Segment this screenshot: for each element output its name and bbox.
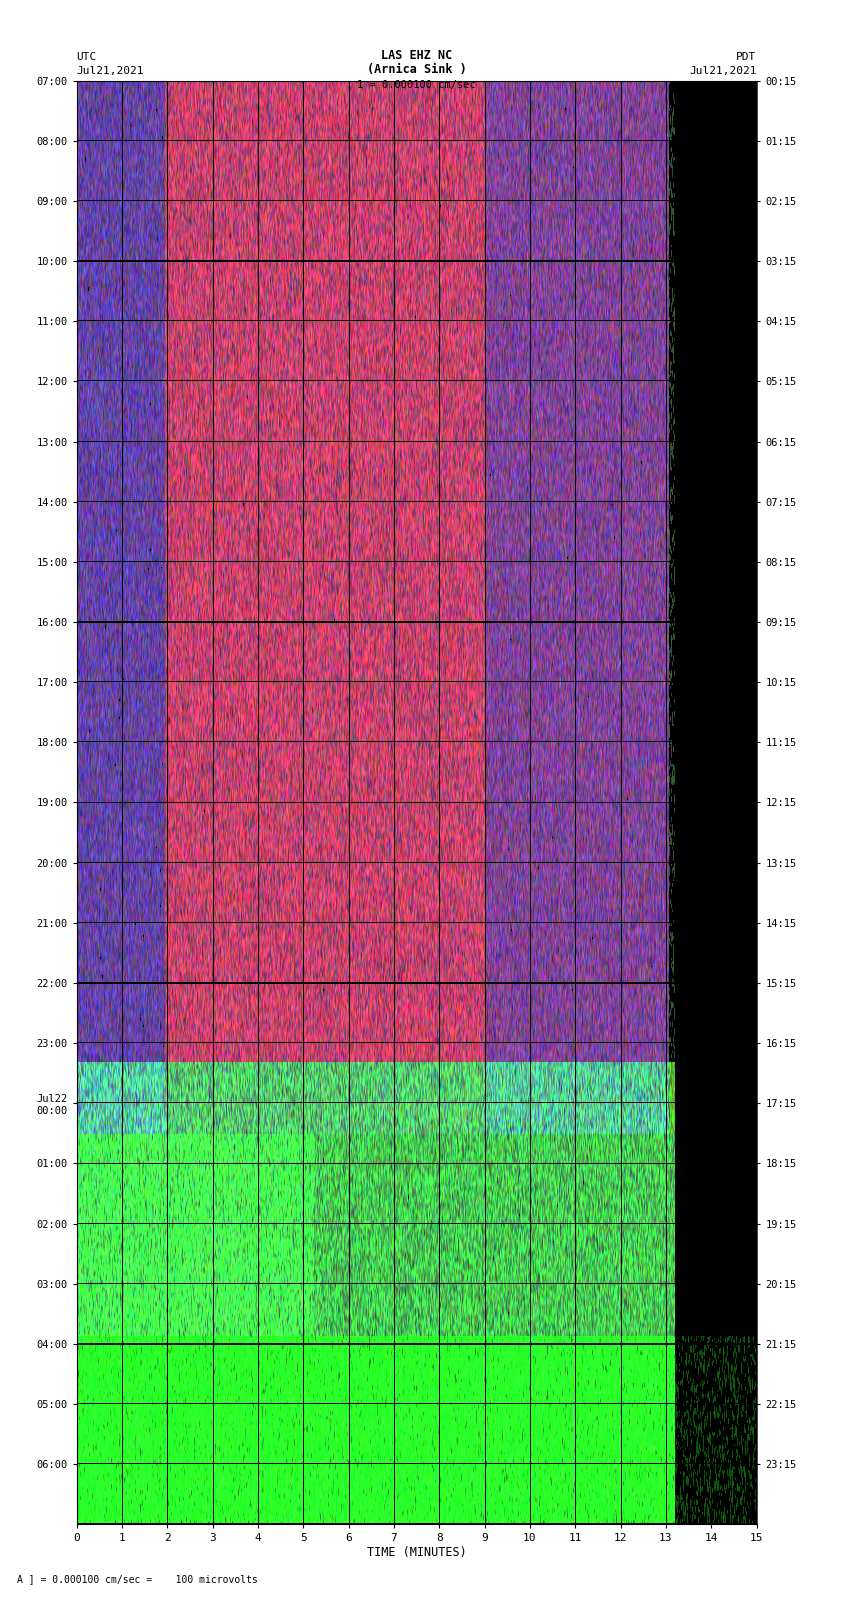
X-axis label: TIME (MINUTES): TIME (MINUTES) (366, 1547, 467, 1560)
Text: LAS EHZ NC: LAS EHZ NC (381, 48, 452, 63)
Text: (Arnica Sink ): (Arnica Sink ) (366, 63, 467, 76)
Text: PDT: PDT (736, 52, 756, 63)
Text: Jul21,2021: Jul21,2021 (689, 66, 756, 76)
Text: A ] = 0.000100 cm/sec =    100 microvolts: A ] = 0.000100 cm/sec = 100 microvolts (17, 1574, 258, 1584)
Text: Jul21,2021: Jul21,2021 (76, 66, 144, 76)
Text: 1 = 0.000100 cm/sec: 1 = 0.000100 cm/sec (357, 79, 476, 90)
Text: UTC: UTC (76, 52, 97, 63)
